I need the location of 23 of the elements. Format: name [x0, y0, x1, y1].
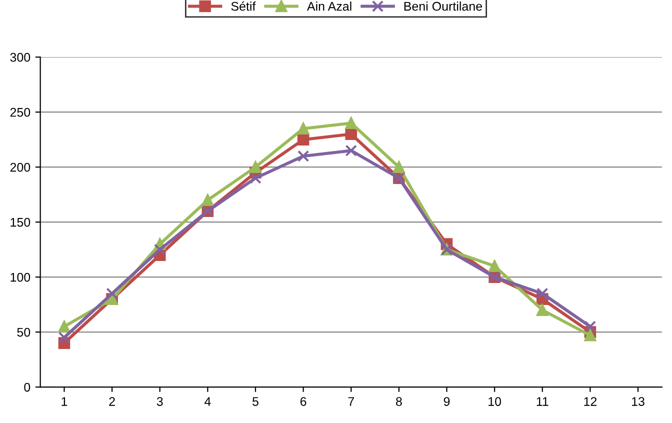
- x-tick-label: 1: [62, 397, 68, 406]
- x-tick-label: 8: [396, 397, 402, 406]
- x-tick-label: 9: [444, 397, 450, 406]
- legend-label: Beni Ourtilane: [404, 2, 482, 11]
- x-tick-label: 7: [348, 397, 354, 406]
- x-tick-label: 2: [109, 397, 115, 406]
- x-tick-label: 6: [300, 397, 306, 406]
- x-tick-label: 4: [204, 397, 211, 406]
- y-tick-label: 0: [24, 382, 30, 392]
- y-tick-label: 100: [10, 272, 30, 282]
- legend-label: Sétif: [231, 1, 256, 11]
- y-tick-label: 150: [10, 218, 30, 227]
- legend-label: Ain Azal: [306, 2, 352, 11]
- y-tick-label: 300: [10, 52, 30, 62]
- y-tick-label: 200: [10, 162, 30, 172]
- y-tick-label: 50: [17, 328, 30, 337]
- x-tick-label: 10: [488, 397, 502, 406]
- x-tick-label: 5: [252, 397, 258, 406]
- y-tick-label: 250: [10, 108, 30, 117]
- x-tick-label: 12: [584, 397, 597, 406]
- x-tick-label: 11: [536, 397, 548, 406]
- x-tick-label: 13: [632, 397, 644, 406]
- x-tick-label: 3: [156, 397, 163, 406]
